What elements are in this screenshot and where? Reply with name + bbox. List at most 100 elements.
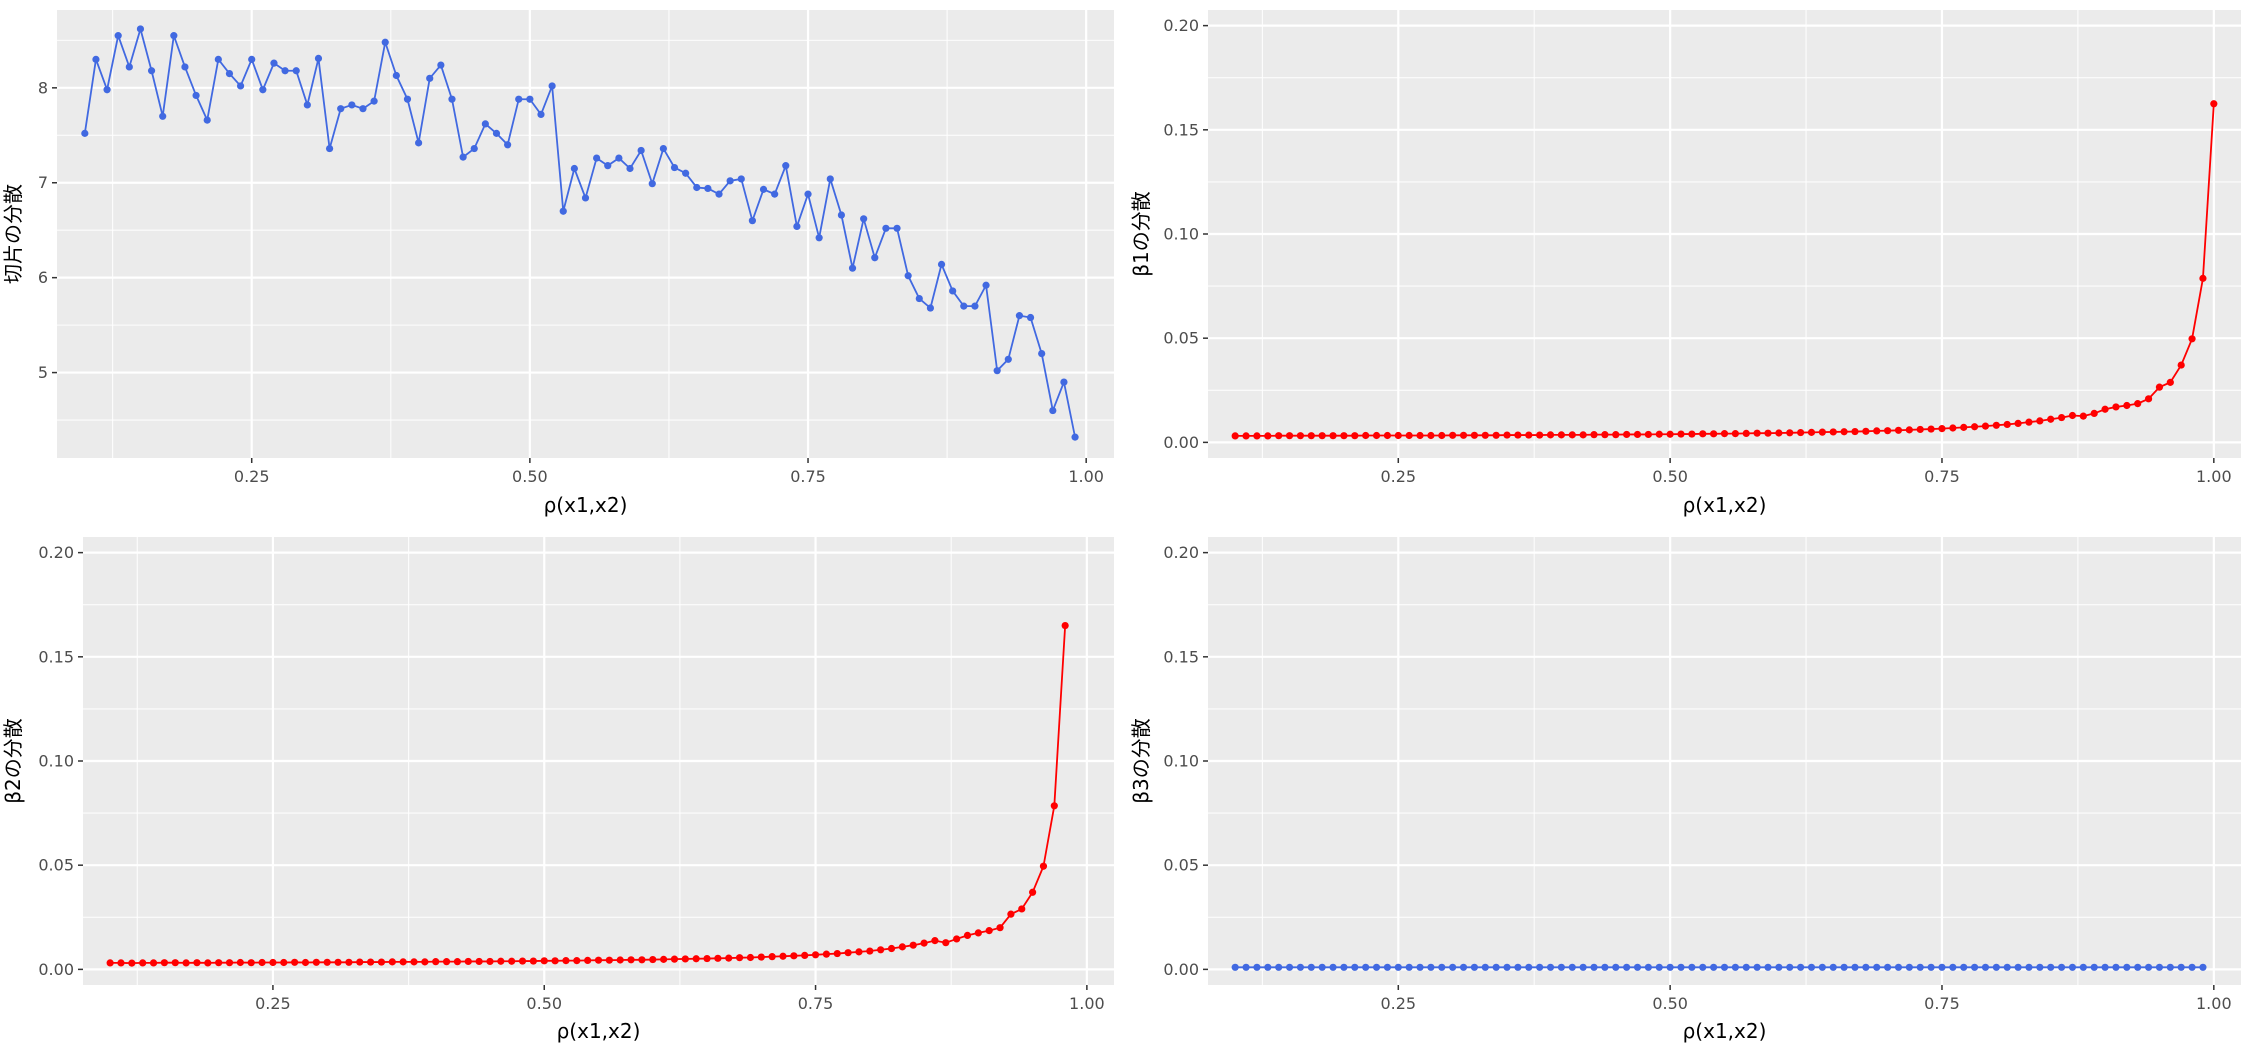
data-point (1372, 963, 1381, 971)
data-point (871, 254, 879, 262)
data-point (1557, 963, 1565, 971)
data-point (356, 958, 364, 966)
data-point (837, 211, 846, 219)
data-point (464, 957, 472, 966)
data-point (1329, 963, 1337, 971)
data-point (1050, 802, 1058, 810)
data-point (1786, 963, 1794, 971)
data-point (1242, 432, 1250, 440)
data-point (1688, 430, 1696, 438)
data-point (214, 55, 222, 63)
data-point (1383, 431, 1392, 440)
data-point (548, 82, 556, 90)
data-point (1049, 406, 1057, 415)
data-point (486, 957, 494, 966)
data-point (594, 956, 603, 964)
data-point (779, 952, 787, 960)
data-point (2014, 419, 2022, 428)
data-point (1579, 431, 1587, 439)
data-point (771, 190, 779, 198)
data-point (392, 71, 400, 80)
data-point (996, 924, 1004, 932)
y-axis-title: 切片の分散 (1, 184, 25, 284)
data-point (1285, 432, 1294, 440)
y-tick-label: 6 (38, 268, 48, 287)
data-point (1579, 963, 1587, 971)
data-point (1873, 427, 1881, 435)
data-point (426, 74, 434, 82)
data-point (882, 224, 890, 232)
data-point (826, 175, 834, 183)
data-point (559, 207, 567, 215)
data-point (114, 32, 122, 40)
data-point (2047, 415, 2055, 423)
data-point (1264, 432, 1272, 440)
data-point (844, 949, 852, 957)
data-point (2014, 963, 2022, 971)
data-point (1699, 963, 1707, 971)
data-point (1481, 431, 1489, 439)
data-point (1242, 963, 1250, 971)
data-point (993, 367, 1001, 375)
data-point (128, 959, 136, 967)
data-point (1568, 431, 1576, 439)
data-point (1862, 963, 1870, 971)
data-point (125, 63, 133, 71)
data-point (1797, 963, 1805, 971)
data-point (926, 304, 935, 312)
data-point (660, 955, 668, 963)
data-point (377, 958, 386, 966)
data-point (1818, 963, 1826, 971)
data-point (508, 957, 516, 965)
data-point (1340, 963, 1348, 971)
y-tick-label: 0.05 (38, 856, 74, 875)
data-point (529, 957, 537, 965)
data-point (1894, 963, 1903, 971)
data-point (627, 956, 635, 964)
x-tick-label: 0.50 (1652, 994, 1688, 1013)
data-point (1405, 431, 1413, 440)
data-point (1061, 621, 1069, 630)
data-point (1362, 431, 1370, 440)
data-point (2057, 963, 2066, 971)
data-point (2079, 412, 2087, 420)
data-point (1492, 431, 1500, 439)
data-point (638, 956, 646, 964)
data-point (584, 956, 592, 965)
data-point (325, 144, 334, 153)
beta3-variance-panel: 0.25 0.50 0.75 1.00 0.00 0.05 0.10 0.15 0.20 ρ(x1… (1129, 537, 2241, 1043)
data-point (1253, 432, 1261, 440)
data-point (117, 959, 125, 967)
data-point (942, 939, 950, 947)
data-point (974, 929, 982, 937)
data-point (1894, 426, 1903, 434)
data-point (960, 302, 968, 310)
data-point (312, 958, 320, 966)
data-point (359, 105, 367, 113)
data-point (1862, 427, 1870, 435)
data-point (292, 67, 300, 75)
y-tick-label: 0.00 (38, 960, 74, 979)
data-point (334, 958, 342, 966)
data-point (2025, 963, 2033, 971)
data-point (1449, 963, 1457, 971)
data-point (1329, 432, 1337, 440)
data-point (1525, 963, 1533, 971)
data-point (448, 95, 456, 103)
data-point (1590, 431, 1598, 439)
data-point (2090, 963, 2098, 971)
data-point (626, 164, 634, 173)
data-point (159, 112, 167, 120)
data-point (1394, 963, 1402, 971)
data-point (2003, 963, 2011, 971)
data-point (735, 954, 744, 962)
data-point (1753, 429, 1761, 437)
data-point (1623, 963, 1631, 971)
x-tick-label: 0.50 (526, 994, 562, 1013)
data-point (1459, 963, 1468, 971)
data-point (1666, 963, 1674, 971)
data-point (703, 954, 711, 963)
y-tick-label: 0.00 (1163, 433, 1199, 452)
data-point (415, 139, 423, 147)
data-point (370, 97, 378, 105)
